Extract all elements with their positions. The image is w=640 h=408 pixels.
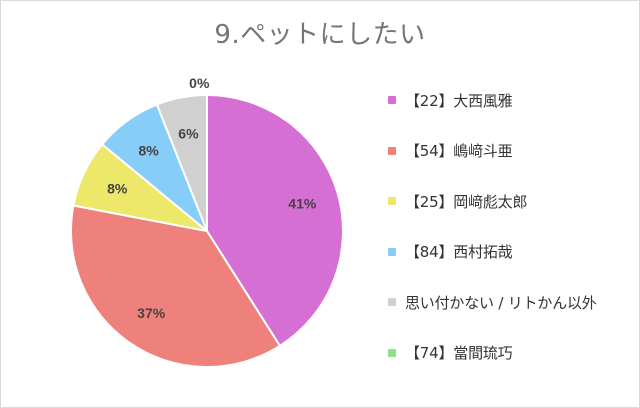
legend-item: 【25】岡﨑彪太郎 — [388, 189, 640, 213]
legend-label: 【54】嶋﨑斗亜 — [405, 142, 513, 160]
legend-label: 【25】岡﨑彪太郎 — [405, 192, 528, 211]
slice-percent-label: 8% — [107, 181, 128, 197]
legend-swatch — [388, 146, 396, 155]
legend-swatch — [388, 298, 396, 306]
slice-percent-label: 8% — [138, 143, 159, 159]
slice-percent-label: 6% — [178, 126, 199, 142]
legend-label: 思い付かない / リトかん以外 — [405, 293, 597, 312]
slice-percent-label: 37% — [137, 305, 166, 321]
pie-slices — [70, 93, 344, 368]
legend-item: 【54】嶋﨑斗亜 — [388, 139, 640, 163]
pie-slice-5 — [155, 93, 208, 232]
slice-percent-label: 41% — [288, 195, 317, 211]
legend-label: 【22】大西風雅 — [405, 91, 513, 110]
legend-swatch — [388, 197, 396, 205]
pie-slice-2 — [70, 204, 282, 368]
slice-percent-label: 0% — [189, 75, 210, 91]
legend-swatch — [388, 247, 396, 256]
chart-title: 9.ペットにしたい — [214, 20, 426, 50]
legend-item: 【22】大西風雅 — [388, 88, 640, 112]
legend-item: 【74】當間琉巧 — [388, 341, 640, 365]
legend-label: 【74】當間琉巧 — [405, 344, 513, 362]
legend-label: 【84】西村拓哉 — [405, 243, 513, 261]
pie-slice-labels: 41% 37% 8% 8% 6% 0% — [107, 75, 317, 321]
legend-swatch — [388, 348, 396, 357]
legend-item: 【84】西村拓哉 — [388, 240, 640, 264]
legend-item: 思い付かない / リトかん以外 — [388, 290, 640, 314]
legend-swatch — [388, 96, 396, 104]
